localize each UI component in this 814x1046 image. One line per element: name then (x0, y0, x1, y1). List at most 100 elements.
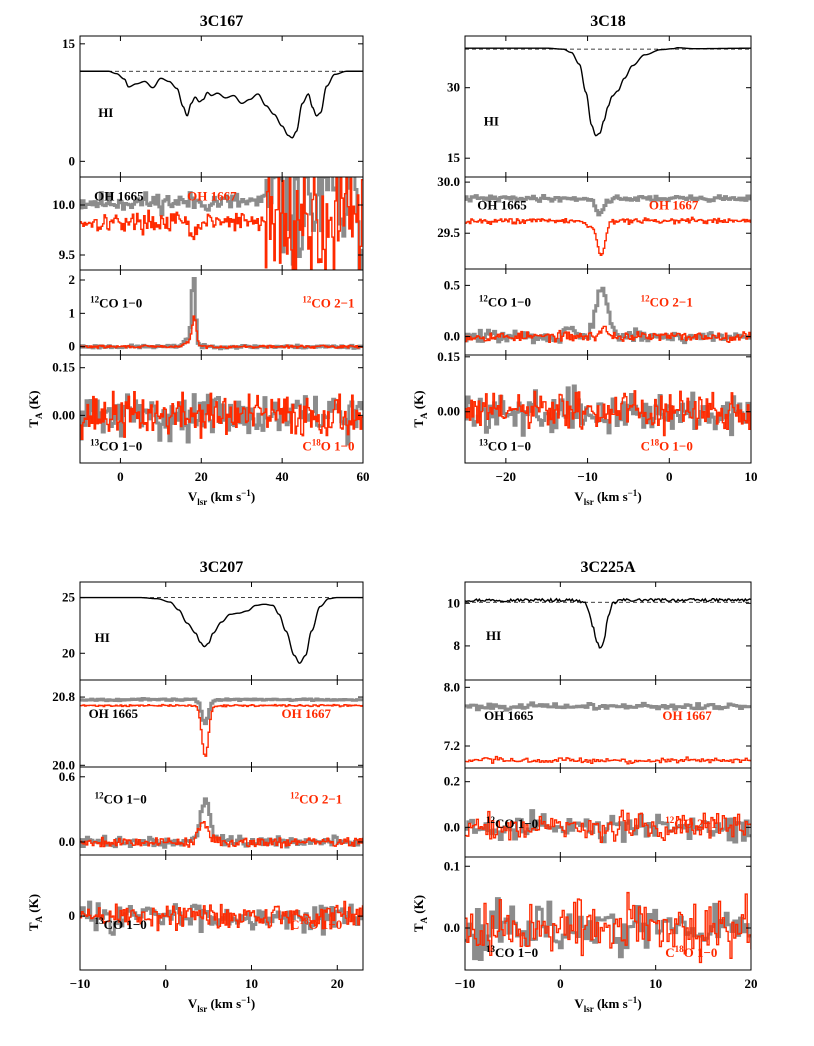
y-tick-label: 0 (69, 153, 76, 168)
y-tick-label: 0.0 (59, 834, 75, 849)
x-tick-label: 10 (649, 976, 662, 991)
x-tick-label: −10 (70, 976, 90, 991)
panel-data (465, 597, 751, 649)
series-12co-2-1 (80, 820, 363, 849)
superscript: 12 (302, 294, 312, 304)
panel-frame (464, 354, 752, 464)
chart-title: 3C18 (590, 13, 626, 30)
panel-label: HI (486, 628, 501, 643)
panel-hi: 10 8 HI (447, 581, 752, 681)
series-12co-2-1 (465, 325, 751, 343)
superscript: 12 (665, 815, 675, 825)
panel-hi: 30 15 HI (447, 35, 752, 178)
label-span: C (302, 439, 311, 454)
ylabel-sub: A (419, 916, 429, 923)
panel-label: 12CO 2−1 (665, 815, 717, 831)
panel-data (80, 390, 363, 446)
ylabel-main: T (411, 923, 426, 932)
xlabel-close: ) (637, 996, 641, 1011)
panel-label: OH 1667 (662, 708, 712, 723)
series-13co-1-0 (465, 384, 751, 437)
series-oh-1665 (465, 193, 751, 217)
panel-label: OH 1667 (649, 198, 699, 213)
panel-data (80, 177, 363, 270)
y-tick-label: 15 (62, 36, 76, 51)
label-span: CO 1−0 (495, 945, 538, 960)
x-tick-label: 20 (195, 469, 208, 484)
panel-frame (79, 35, 364, 178)
label-span: CO 1−0 (99, 295, 142, 310)
series-c18o-1-0 (465, 390, 751, 437)
panel-data (80, 277, 363, 351)
y-tick-label: 9.5 (59, 247, 76, 262)
label-span: CO 1−0 (104, 792, 147, 807)
panel-label: 12CO 1−0 (90, 294, 142, 310)
series-c18o-1-0 (80, 900, 363, 932)
x-tick-label: 0 (557, 976, 564, 991)
superscript: 18 (650, 438, 660, 448)
x-tick-label: 20 (331, 976, 344, 991)
hi-spectrum-line (465, 597, 751, 649)
y-tick-label: 1 (69, 305, 76, 320)
xlabel-main: V (574, 489, 584, 504)
superscript: 13 (95, 916, 105, 926)
chart-title: 3C225A (580, 559, 636, 576)
xlabel-close: ) (251, 996, 255, 1011)
y-tick-label: 29.5 (437, 225, 460, 240)
series-oh-1665 (80, 697, 363, 726)
label-span: C (641, 439, 650, 454)
panel-data (465, 193, 751, 256)
label-span: O 1−0 (308, 917, 342, 932)
ylabel-unit: (K) (26, 390, 41, 412)
panel-frame (79, 354, 364, 464)
label-span: O 1−0 (684, 945, 718, 960)
label-span: C (665, 945, 674, 960)
series-13co-1-0 (465, 897, 751, 961)
panel-data (80, 697, 363, 757)
panel-label: OH 1667 (282, 706, 332, 721)
y-axis-label: TA (K) (411, 390, 429, 427)
panel-label: OH 1665 (89, 706, 139, 721)
label-span: CO 1−0 (495, 816, 538, 831)
superscript: 12 (486, 815, 496, 825)
panel-label: 13CO 1−0 (95, 916, 147, 932)
y-tick-label: 25 (62, 590, 76, 605)
hi-spectrum-line (80, 70, 363, 139)
y-tick-label: 15 (447, 150, 461, 165)
xlabel-exp: −1 (628, 488, 638, 498)
y-axis-label: TA (K) (411, 895, 429, 932)
panel-data (465, 286, 751, 345)
panel-12co: 0.20.0 12CO 1−0 12CO 2−1 (444, 767, 752, 858)
y-tick-label: 20.8 (52, 689, 75, 704)
xlabel-main: V (188, 996, 198, 1011)
xlabel-close: ) (637, 489, 641, 504)
superscript: 18 (675, 944, 685, 954)
xlabel-unit: (km s (594, 489, 628, 504)
x-tick-label: −10 (577, 469, 597, 484)
x-tick-label: 0 (163, 976, 170, 991)
series-12co-2-1 (465, 809, 751, 843)
panel-label: 13CO 1−0 (479, 438, 531, 454)
series-oh-1665 (465, 701, 751, 712)
xlabel-unit: (km s (207, 489, 241, 504)
y-tick-label: 0.15 (437, 349, 460, 364)
panel-label: 12CO 1−0 (479, 294, 531, 310)
panel-oh: 10.0 9.5 OH 1665 OH 1667 (52, 176, 364, 271)
chart-title: 3C207 (200, 559, 244, 576)
panel-frame (464, 856, 752, 971)
ylabel-main: T (411, 419, 426, 428)
x-axis-label: Vlsr (km s−1) (188, 488, 255, 507)
hi-spectrum-line (465, 47, 751, 137)
xlabel-exp: −1 (241, 995, 251, 1005)
superscript: 12 (290, 791, 300, 801)
label-span: CO 2−1 (299, 792, 342, 807)
ylabel-sub: A (34, 915, 44, 922)
panel-label: HI (98, 105, 113, 120)
series-oh-1667 (465, 755, 751, 765)
label-span: CO 1−0 (488, 439, 531, 454)
